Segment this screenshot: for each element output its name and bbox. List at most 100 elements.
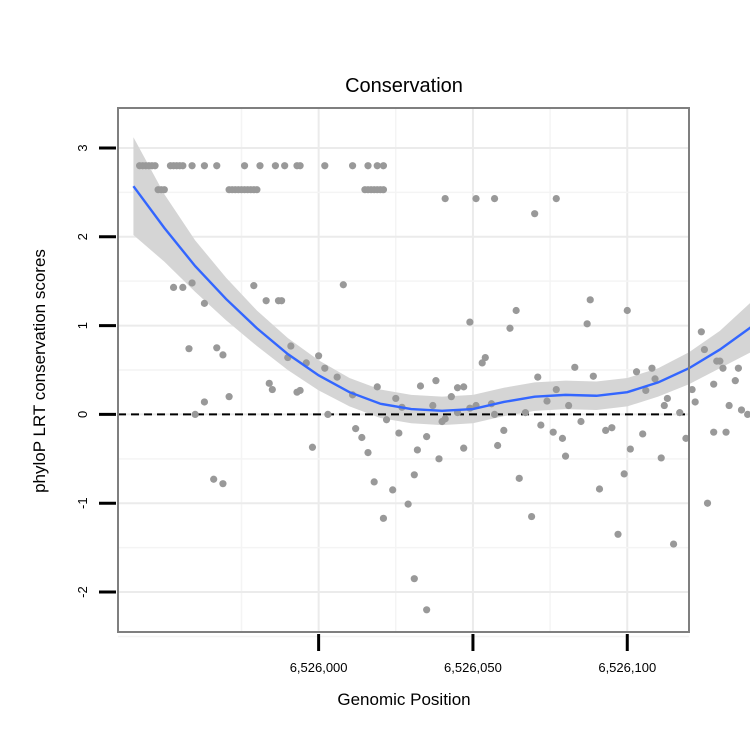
data-point <box>639 430 647 438</box>
data-point <box>262 297 270 305</box>
data-point <box>373 162 381 170</box>
data-point <box>281 162 289 170</box>
data-point <box>379 514 388 522</box>
data-point <box>438 417 446 426</box>
data-point <box>373 383 381 391</box>
data-point <box>460 383 468 391</box>
y-tick-label: -2 <box>75 586 90 598</box>
data-point <box>389 486 397 494</box>
y-tick-label: 0 <box>75 411 90 418</box>
y-axis-title: phyloP LRT conservation scores <box>30 249 49 493</box>
data-point <box>719 364 727 372</box>
data-point <box>358 433 366 442</box>
x-tick-label: 6,526,100 <box>598 660 656 675</box>
data-point <box>225 393 233 401</box>
data-point <box>478 359 486 367</box>
data-point <box>321 364 329 372</box>
data-point <box>710 380 718 388</box>
data-point <box>565 401 573 410</box>
x-tick-label: 6,526,000 <box>290 660 348 675</box>
data-point <box>308 443 317 451</box>
data-point <box>382 416 391 424</box>
y-tick-label: 1 <box>75 322 90 329</box>
data-point <box>722 428 730 436</box>
data-point <box>682 434 690 442</box>
x-tick-label: 6,526,050 <box>444 660 502 675</box>
data-point <box>466 318 474 326</box>
data-point <box>296 162 304 170</box>
y-tick-label: -1 <box>75 497 90 509</box>
data-point <box>472 194 480 203</box>
x-axis-title: Genomic Position <box>337 690 470 709</box>
data-point <box>577 417 585 426</box>
data-point <box>256 162 264 170</box>
data-point <box>669 540 678 548</box>
data-point <box>552 194 560 203</box>
plot-panel-border <box>117 107 690 633</box>
data-point <box>219 351 227 359</box>
data-point <box>481 353 489 362</box>
data-point <box>558 434 567 442</box>
data-point <box>169 283 178 292</box>
data-point <box>277 297 286 305</box>
data-point <box>435 455 443 463</box>
data-point <box>614 530 622 538</box>
data-point <box>213 344 221 352</box>
data-point <box>660 401 668 410</box>
data-point <box>364 162 372 170</box>
data-point <box>271 162 280 170</box>
data-point <box>589 372 597 380</box>
data-point <box>521 409 530 417</box>
data-point <box>537 421 545 429</box>
data-point <box>527 512 536 521</box>
data-point <box>620 470 628 478</box>
data-point <box>608 424 616 432</box>
data-point <box>586 296 594 304</box>
data-point <box>333 373 341 381</box>
data-point <box>268 385 276 394</box>
data-point <box>423 606 431 614</box>
data-point <box>651 375 659 383</box>
data-point <box>710 428 718 436</box>
data-point <box>648 364 656 372</box>
data-point <box>676 409 684 417</box>
data-point <box>552 385 560 394</box>
y-tick-label: 2 <box>75 233 90 240</box>
data-point <box>151 162 159 170</box>
data-point <box>490 410 499 419</box>
y-tick-label: 3 <box>75 144 90 151</box>
data-point <box>339 281 347 289</box>
data-point <box>185 345 193 353</box>
data-point <box>549 428 557 436</box>
data-point <box>253 186 261 194</box>
data-point <box>287 342 295 350</box>
data-point <box>515 474 523 482</box>
data-point <box>296 386 304 395</box>
data-point <box>571 363 579 371</box>
data-point <box>506 324 514 332</box>
y-axis-ticks: -2 -1 0 1 2 3 <box>75 144 116 598</box>
data-point <box>534 373 542 381</box>
data-point <box>731 377 739 385</box>
data-point <box>395 429 403 437</box>
data-point <box>632 368 641 376</box>
data-point <box>441 194 449 203</box>
x-axis-ticks: 6,526,000 6,526,050 6,526,100 <box>290 634 656 675</box>
data-point <box>703 499 712 507</box>
data-point <box>734 364 742 372</box>
data-point <box>737 406 746 414</box>
data-point <box>191 410 199 419</box>
data-point <box>404 500 412 508</box>
data-point <box>432 377 440 385</box>
data-point <box>213 162 221 170</box>
data-point <box>352 425 360 433</box>
data-point <box>626 445 634 453</box>
data-point <box>512 306 520 315</box>
data-point <box>200 299 209 307</box>
data-point <box>423 433 431 441</box>
data-point <box>663 394 671 403</box>
data-point <box>250 282 258 290</box>
data-point <box>188 279 196 287</box>
data-point <box>179 283 187 292</box>
